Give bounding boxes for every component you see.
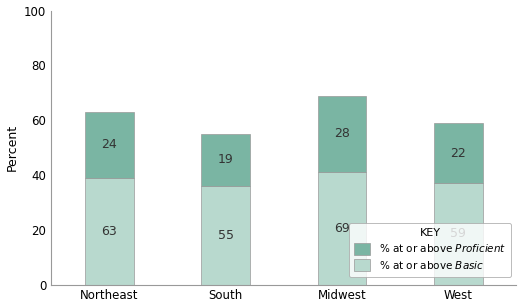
Y-axis label: Percent: Percent: [6, 124, 19, 171]
Text: 59: 59: [450, 227, 466, 240]
Bar: [434, 183, 483, 285]
Bar: [201, 134, 250, 186]
Text: 69: 69: [334, 222, 350, 235]
Bar: [201, 186, 250, 285]
Bar: [85, 112, 134, 178]
Text: 19: 19: [218, 153, 233, 166]
Text: 55: 55: [218, 229, 234, 242]
Text: 63: 63: [101, 225, 117, 238]
Text: 24: 24: [101, 138, 117, 151]
Text: 22: 22: [450, 147, 466, 160]
Bar: [317, 95, 366, 172]
Bar: [85, 178, 134, 285]
Text: 28: 28: [334, 128, 350, 140]
Bar: [434, 123, 483, 183]
Bar: [317, 172, 366, 285]
Legend: % at or above $\it{Proficient}$, % at or above $\it{Basic}$: % at or above $\it{Proficient}$, % at or…: [349, 223, 511, 277]
